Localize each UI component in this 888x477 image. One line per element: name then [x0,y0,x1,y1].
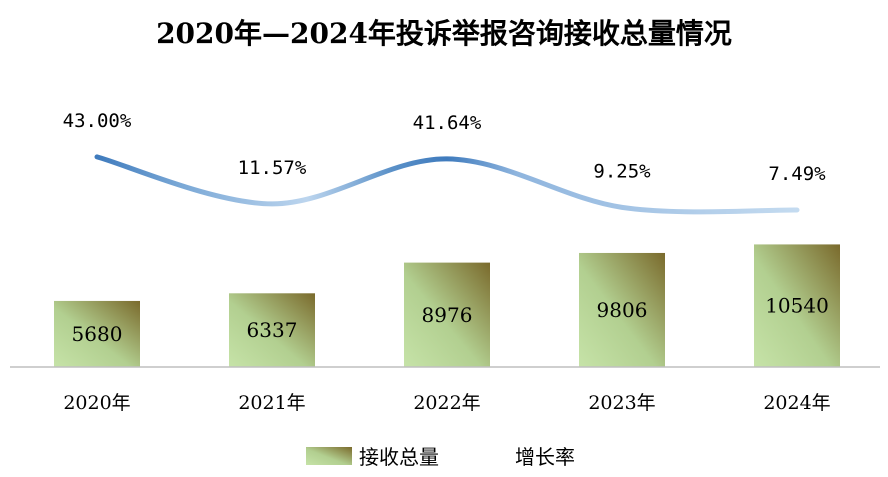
bar-0 [54,300,140,367]
bar-3 [579,252,665,367]
rate-label-3: 9.25% [593,160,651,182]
rate-label-1: 11.57% [238,157,307,179]
bar-1 [229,293,315,367]
x-tick-label-3: 2023年 [588,392,655,414]
x-tick-label-2: 2022年 [413,392,480,414]
rate-label-2: 41.64% [413,112,482,134]
bar-4 [754,244,840,367]
x-tick-label-1: 2021年 [238,392,305,414]
chart-title: 2020年—2024年投诉举报咨询接收总量情况 [156,17,732,50]
bar-value-label-3: 9806 [597,298,648,322]
legend: 接收总量 增长率 [306,445,575,469]
legend-label-line: 增长率 [515,445,575,469]
bar-value-label-4: 10540 [765,294,829,318]
growth-rate-line [94,154,800,215]
x-tick-label-0: 2020年 [63,392,130,414]
rate-label-4: 7.49% [768,163,826,185]
bar-value-label-2: 8976 [422,303,473,327]
bars-layer: 5680 6337 8976 9806 10540 [54,244,840,367]
x-ticks-layer: 2020年 2021年 2022年 2023年 2024年 [63,392,830,414]
growth-line-layer [94,154,800,215]
rate-label-0: 43.00% [63,110,132,132]
legend-swatch-bar [306,447,352,465]
bar-2 [404,262,490,367]
legend-label-bar: 接收总量 [359,445,439,469]
rate-labels-layer: 43.00% 11.57% 41.64% 9.25% 7.49% [63,110,826,185]
x-tick-label-4: 2024年 [763,392,830,414]
bar-value-label-0: 5680 [72,322,123,346]
bar-value-label-1: 6337 [247,318,298,342]
